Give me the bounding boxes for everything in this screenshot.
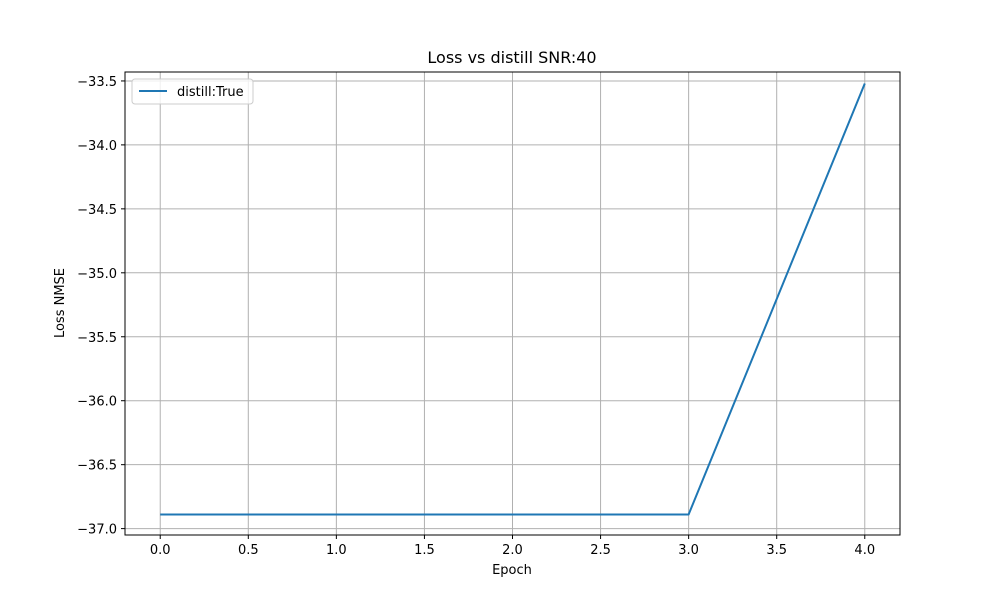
x-tick-label: 2.0 <box>502 543 523 558</box>
x-axis-ticks: 0.0 0.5 1.0 1.5 2.0 2.5 3.0 3.5 4.0 <box>150 535 875 558</box>
y-tick-label: −34.5 <box>77 203 117 218</box>
y-axis-label: Loss NMSE <box>53 268 68 338</box>
x-tick-label: 4.0 <box>854 543 875 558</box>
chart-title: Loss vs distill SNR:40 <box>427 48 596 67</box>
y-tick-label: −34.0 <box>77 139 117 154</box>
x-tick-label: 3.5 <box>766 543 787 558</box>
series-line <box>160 83 866 516</box>
y-tick-label: −33.5 <box>77 75 117 90</box>
legend: distill:True <box>131 78 254 105</box>
y-tick-label: −35.5 <box>77 331 117 346</box>
series-layer <box>160 83 866 516</box>
y-tick-label: −36.5 <box>77 459 117 474</box>
grid <box>125 72 900 535</box>
x-tick-label: 1.5 <box>414 543 435 558</box>
legend-entry-label: distill:True <box>177 85 244 100</box>
legend-box <box>131 78 254 105</box>
x-tick-label: 0.5 <box>238 543 259 558</box>
y-tick-label: −36.0 <box>77 395 117 410</box>
y-tick-label: −35.0 <box>77 267 117 282</box>
x-tick-label: 1.0 <box>326 543 347 558</box>
x-tick-label: 3.0 <box>678 543 699 558</box>
x-tick-label: 2.5 <box>590 543 611 558</box>
y-tick-label: −37.0 <box>77 523 117 538</box>
x-axis-label: Epoch <box>492 563 532 578</box>
y-axis-ticks: −33.5 −34.0 −34.5 −35.0 −35.5 −36.0 −36.5 −37.0 <box>77 75 125 538</box>
x-tick-label: 0.0 <box>150 543 171 558</box>
